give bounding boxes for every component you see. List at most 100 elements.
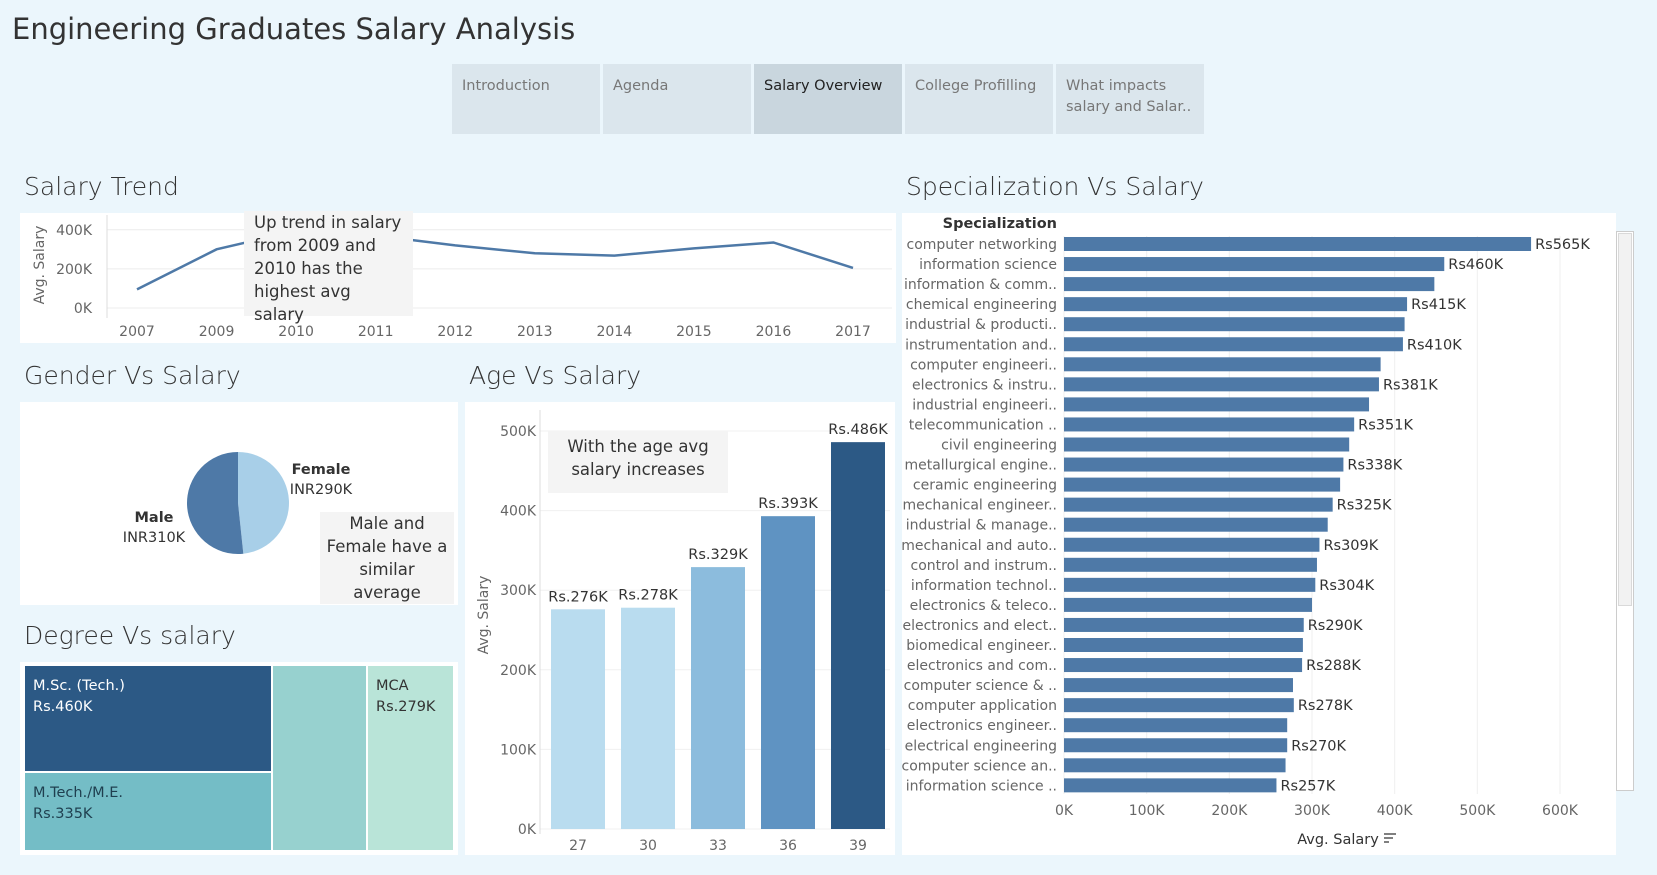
age-x-tick: 36	[779, 838, 797, 854]
spec-bar-label: Rs338K	[1347, 458, 1402, 474]
spec-bar	[1064, 477, 1341, 492]
spec-category-label: chemical engineering	[906, 297, 1057, 313]
spec-x-tick: 400K	[1377, 803, 1414, 819]
trend-x-tick: 2016	[756, 324, 792, 340]
age-bar	[621, 607, 675, 829]
spec-category-label: industrial & producti..	[905, 317, 1057, 333]
spec-bar	[1064, 658, 1303, 673]
spec-bar	[1064, 497, 1333, 512]
age-y-tick: 200K	[500, 663, 537, 679]
spec-category-label: mechanical and auto..	[901, 538, 1057, 554]
age-x-tick: 33	[709, 838, 727, 854]
treemap-cell-value: Rs.460K	[33, 699, 93, 715]
tab-what-impacts-salary[interactable]: What impacts salary and Salar..	[1056, 64, 1204, 134]
trend-x-tick: 2014	[597, 324, 633, 340]
spec-bar	[1064, 517, 1328, 532]
treemap-cell-msc[interactable]: M.Sc. (Tech.) Rs.460K	[25, 666, 271, 771]
spec-bar	[1064, 337, 1403, 352]
spec-bar	[1064, 417, 1355, 432]
age-y-tick: 0K	[518, 822, 537, 838]
age-x-tick: 39	[849, 838, 867, 854]
age-bar-label: Rs.329K	[688, 547, 748, 563]
age-y-tick: 300K	[500, 583, 537, 599]
spec-category-label: computer science an..	[902, 758, 1057, 774]
trend-y-tick: 200K	[56, 262, 93, 278]
gender-note: Male and Female have a similar average	[320, 512, 454, 604]
trend-x-tick: 2013	[517, 324, 553, 340]
scrollbar-thumb[interactable]	[1618, 233, 1632, 606]
spec-bar-label: Rs325K	[1337, 498, 1392, 514]
trend-y-label: Avg. Salary	[32, 226, 48, 305]
degree-treemap: M.Sc. (Tech.) Rs.460K M.Tech./M.E. Rs.33…	[25, 666, 453, 850]
trend-x-tick: 2017	[835, 324, 871, 340]
spec-bar	[1064, 778, 1277, 793]
spec-bar	[1064, 397, 1370, 412]
pie-label-male-value: INR310K	[123, 530, 186, 546]
spec-category-label: industrial & manage..	[906, 518, 1057, 534]
spec-bar	[1064, 317, 1405, 332]
age-bar-label: Rs.486K	[828, 422, 888, 438]
spec-category-label: ceramic engineering	[913, 478, 1057, 494]
age-bar	[551, 609, 605, 829]
tab-introduction[interactable]: Introduction	[452, 64, 600, 134]
age-y-label: Avg. Salary	[476, 576, 492, 655]
trend-x-tick: 2015	[676, 324, 712, 340]
trend-y-tick: 0K	[74, 301, 93, 317]
age-bar-label: Rs.278K	[618, 588, 678, 604]
trend-x-tick: 2010	[278, 324, 314, 340]
trend-x-tick: 2012	[437, 324, 473, 340]
spec-category-label: information science	[919, 257, 1057, 273]
spec-category-label: electronics and elect..	[902, 618, 1057, 634]
age-x-tick: 27	[569, 838, 587, 854]
trend-note: Up trend in salary from 2009 and 2010 ha…	[244, 211, 413, 324]
spec-bar-label: Rs410K	[1407, 337, 1462, 353]
treemap-cell-value: Rs.335K	[33, 806, 93, 822]
age-bar	[761, 516, 815, 829]
spec-bar	[1064, 257, 1445, 272]
spec-category-label: instrumentation and..	[905, 337, 1057, 353]
spec-bar-label: Rs304K	[1319, 578, 1374, 594]
age-note: With the age avg salary increases	[548, 431, 728, 493]
treemap-cell-name: MCA	[376, 678, 409, 694]
spec-category-label: metallurgical engine..	[904, 458, 1057, 474]
tab-college-profilling[interactable]: College Profilling	[905, 64, 1053, 134]
pie-label-female-name: Female	[292, 462, 351, 478]
spec-bar	[1064, 718, 1288, 733]
salary-trend-title: Salary Trend	[24, 172, 179, 201]
spec-x-tick: 100K	[1129, 803, 1166, 819]
spec-category-label: electronics engineer..	[907, 718, 1057, 734]
pie-label-female-value: INR290K	[290, 482, 353, 498]
spec-bar	[1064, 557, 1317, 572]
treemap-cell-value: Rs.279K	[376, 699, 436, 715]
spec-bar-label: Rs565K	[1535, 237, 1590, 253]
dashboard-title: Engineering Graduates Salary Analysis	[12, 12, 576, 46]
spec-x-tick: 200K	[1211, 803, 1248, 819]
spec-bar-label: Rs460K	[1448, 257, 1503, 273]
spec-bar-label: Rs290K	[1308, 618, 1363, 634]
spec-bar	[1064, 758, 1286, 773]
spec-category-label: civil engineering	[941, 438, 1057, 454]
spec-category-label: mechanical engineer..	[902, 498, 1057, 514]
spec-bar-label: Rs257K	[1280, 778, 1335, 794]
treemap-cell-mca[interactable]: MCA Rs.279K	[368, 666, 453, 850]
pie-slice-male	[187, 452, 244, 554]
tab-salary-overview[interactable]: Salary Overview	[754, 64, 902, 134]
age-x-tick: 30	[639, 838, 657, 854]
spec-bar	[1064, 357, 1381, 372]
spec-category-label: information & comm..	[904, 277, 1057, 293]
spec-category-label: information technol..	[911, 578, 1057, 594]
treemap-cell-mtech[interactable]: M.Tech./M.E. Rs.335K	[25, 773, 271, 850]
spec-category-label: electronics and com..	[907, 658, 1057, 674]
treemap-cell-name: M.Tech./M.E.	[33, 785, 123, 801]
spec-bar	[1064, 738, 1288, 753]
treemap-cell-other[interactable]	[273, 666, 366, 850]
spec-bar	[1064, 537, 1320, 552]
spec-x-label: Avg. Salary	[1297, 832, 1379, 848]
age-bar-label: Rs.393K	[758, 496, 818, 512]
spec-category-label: computer networking	[907, 237, 1057, 253]
spec-column-header: Specialization	[943, 216, 1057, 232]
tab-agenda[interactable]: Agenda	[603, 64, 751, 134]
